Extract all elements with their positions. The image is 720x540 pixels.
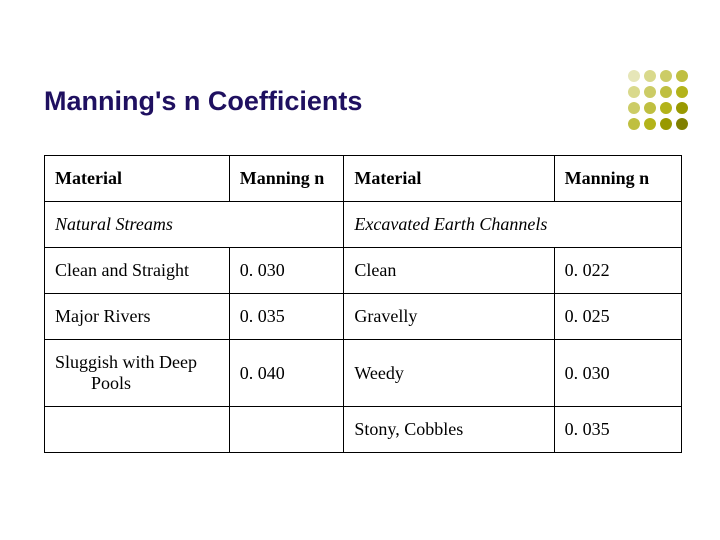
dot-icon [676,118,688,130]
cell-n: 0. 030 [229,248,344,294]
page-title: Manning's n Coefficients [44,86,362,117]
subheader-left: Natural Streams [45,202,344,248]
dot-icon [644,118,656,130]
cell-material: Clean [344,248,554,294]
cell-material: Stony, Cobbles [344,407,554,453]
cell-material: Clean and Straight [45,248,230,294]
table-row: Clean and Straight 0. 030 Clean 0. 022 [45,248,682,294]
dot-icon [676,70,688,82]
dot-icon [660,102,672,114]
cell-material: Major Rivers [45,294,230,340]
dot-icon [660,118,672,130]
dot-icon [628,86,640,98]
cell-text-line1: Sluggish with Deep [55,352,197,372]
table-subheader-row: Natural Streams Excavated Earth Channels [45,202,682,248]
cell-n: 0. 022 [554,248,681,294]
cell-n: 0. 035 [554,407,681,453]
table-row: Stony, Cobbles 0. 035 [45,407,682,453]
cell-material [45,407,230,453]
dot-icon [660,70,672,82]
header-material-1: Material [45,156,230,202]
dot-icon [644,70,656,82]
mannings-table: Material Manning n Material Manning n Na… [44,155,682,453]
cell-material: Gravelly [344,294,554,340]
cell-text-line2: Pools [55,373,219,394]
subheader-right: Excavated Earth Channels [344,202,682,248]
cell-n: 0. 040 [229,340,344,407]
dot-icon [676,102,688,114]
dot-icon [644,86,656,98]
header-manning-n-1: Manning n [229,156,344,202]
header-manning-n-2: Manning n [554,156,681,202]
dot-icon [644,102,656,114]
cell-n: 0. 030 [554,340,681,407]
dot-icon [628,70,640,82]
table-row: Major Rivers 0. 035 Gravelly 0. 025 [45,294,682,340]
cell-n: 0. 025 [554,294,681,340]
table-header-row: Material Manning n Material Manning n [45,156,682,202]
cell-n [229,407,344,453]
dot-icon [676,86,688,98]
cell-n: 0. 035 [229,294,344,340]
corner-decoration [628,70,690,132]
cell-material: Weedy [344,340,554,407]
dot-icon [628,118,640,130]
header-material-2: Material [344,156,554,202]
cell-material: Sluggish with Deep Pools [45,340,230,407]
dot-icon [660,86,672,98]
dot-icon [628,102,640,114]
table-row: Sluggish with Deep Pools 0. 040 Weedy 0.… [45,340,682,407]
